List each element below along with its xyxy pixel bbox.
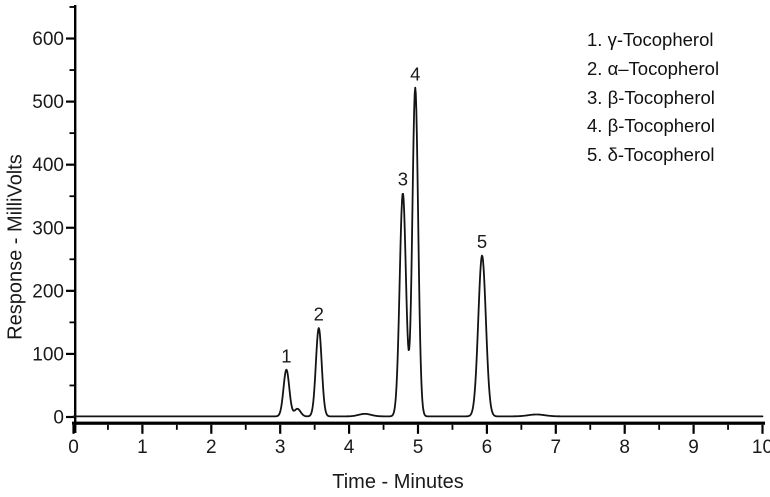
y-tick-label: 100 bbox=[32, 344, 64, 365]
x-major-tick bbox=[485, 424, 488, 434]
peak-label-5: 5 bbox=[477, 231, 487, 252]
x-tick-label: 0 bbox=[68, 437, 79, 458]
x-minor-tick bbox=[107, 424, 109, 430]
x-major-tick bbox=[279, 424, 282, 434]
x-tick-label: 9 bbox=[688, 437, 699, 458]
x-major-tick bbox=[416, 424, 420, 434]
x-minor-tick bbox=[382, 424, 385, 430]
peak-label-3: 3 bbox=[398, 169, 408, 190]
y-tick-label: 0 bbox=[53, 408, 64, 429]
y-major-tick bbox=[66, 289, 74, 292]
x-tick-label: 10 bbox=[752, 437, 770, 458]
x-tick-label: 6 bbox=[482, 437, 493, 458]
x-axis-line bbox=[72, 421, 765, 425]
peak-label-4: 4 bbox=[410, 63, 420, 84]
y-axis-line bbox=[74, 5, 77, 433]
x-major-tick bbox=[72, 424, 75, 434]
peak-label-2: 2 bbox=[314, 304, 324, 325]
y-minor-tick bbox=[69, 6, 74, 8]
x-tick-label: 3 bbox=[275, 437, 286, 458]
legend-item-3: 3. β-Tocopherol bbox=[587, 86, 715, 108]
y-tick-label: 300 bbox=[32, 218, 64, 239]
x-tick-label: 8 bbox=[619, 437, 630, 458]
peak-label-1: 1 bbox=[281, 345, 291, 366]
x-minor-tick bbox=[727, 424, 729, 430]
x-major-tick bbox=[141, 424, 144, 434]
legend: 1. γ-Tocopherol 2. α–Tocopherol 3. β-Toc… bbox=[587, 26, 719, 170]
x-major-tick bbox=[210, 424, 213, 434]
x-minor-tick bbox=[451, 424, 454, 430]
y-tick-label: 200 bbox=[32, 281, 64, 302]
x-tick-label: 4 bbox=[344, 437, 355, 458]
y-minor-tick bbox=[69, 69, 74, 71]
x-minor-tick bbox=[658, 424, 661, 430]
legend-item-4: 4. β-Tocopherol bbox=[587, 115, 715, 137]
y-major-tick bbox=[66, 226, 74, 229]
y-major-tick bbox=[66, 163, 74, 166]
y-major-tick bbox=[66, 415, 74, 419]
y-axis-title: Response - MilliVolts bbox=[4, 154, 27, 340]
legend-item-1: 1. γ-Tocopherol bbox=[587, 29, 714, 50]
y-minor-tick bbox=[69, 384, 74, 387]
y-major-tick bbox=[66, 100, 74, 103]
y-tick-label: 600 bbox=[32, 29, 64, 50]
x-tick-label: 7 bbox=[551, 437, 562, 458]
x-axis-title: Time - Minutes bbox=[332, 471, 464, 493]
x-tick-label: 2 bbox=[206, 437, 217, 458]
x-major-tick bbox=[554, 424, 557, 434]
y-major-tick bbox=[66, 352, 74, 356]
trace-line bbox=[72, 86, 764, 418]
y-minor-tick bbox=[69, 258, 74, 261]
y-major-tick bbox=[66, 37, 74, 40]
y-minor-tick bbox=[69, 321, 74, 324]
x-tick-label: 5 bbox=[413, 437, 424, 458]
y-minor-tick bbox=[69, 195, 74, 198]
x-minor-tick bbox=[520, 424, 523, 430]
x-major-tick bbox=[623, 424, 626, 434]
x-major-tick bbox=[692, 424, 695, 434]
y-tick-label: 400 bbox=[32, 155, 64, 176]
x-minor-tick bbox=[589, 424, 592, 430]
x-minor-tick bbox=[313, 424, 316, 430]
x-minor-tick bbox=[175, 424, 178, 430]
legend-item-5: 5. δ-Tocopherol bbox=[587, 144, 715, 166]
x-minor-tick bbox=[244, 424, 247, 430]
x-major-tick bbox=[348, 424, 351, 434]
x-tick-label: 1 bbox=[137, 437, 148, 458]
y-minor-tick bbox=[69, 132, 74, 135]
x-major-tick bbox=[761, 424, 764, 434]
y-tick-label: 500 bbox=[32, 92, 64, 113]
legend-item-2: 2. α–Tocopherol bbox=[587, 57, 720, 79]
